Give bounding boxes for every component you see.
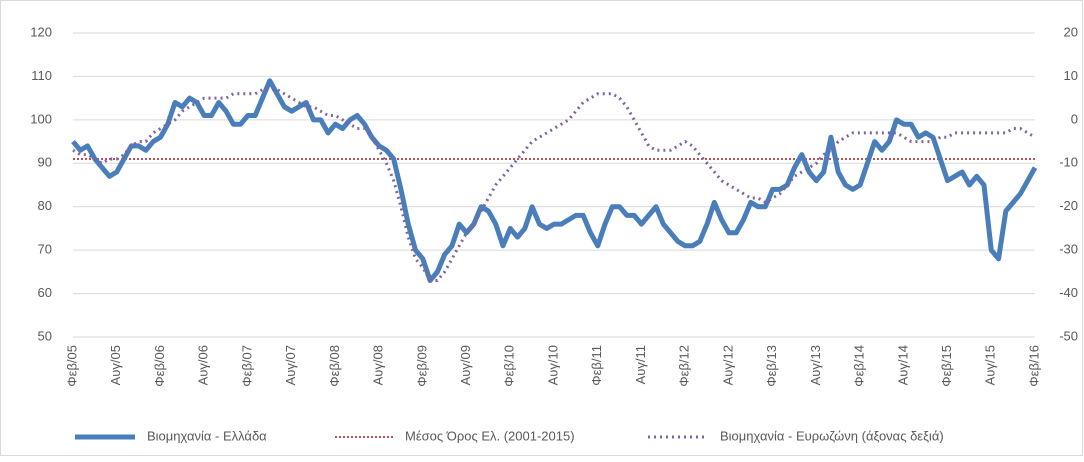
x-tick-label: Φεβ/09 <box>414 345 429 387</box>
y-tick-label: 100 <box>30 111 52 126</box>
x-tick-label: Φεβ/08 <box>327 345 342 387</box>
y-tick-label: 110 <box>31 68 52 83</box>
y2-tick-label: -50 <box>1059 328 1078 343</box>
x-tick-label: Αυγ/07 <box>283 345 298 385</box>
x-tick-label: Φεβ/13 <box>764 345 779 387</box>
x-tick-label: Αυγ/06 <box>196 345 211 385</box>
x-tick-label: Φεβ/10 <box>502 345 517 387</box>
y2-tick-label: 20 <box>1064 24 1078 39</box>
y-tick-label: 90 <box>38 155 52 170</box>
x-tick-label: Αυγ/05 <box>108 345 123 385</box>
y2-tick-label: 0 <box>1071 111 1078 126</box>
y2-tick-label: 10 <box>1064 68 1078 83</box>
x-tick-label: Φεβ/14 <box>852 345 867 387</box>
x-tick-label: Αυγ/11 <box>633 345 648 384</box>
y-tick-label: 80 <box>38 198 52 213</box>
x-tick-label: Φεβ/15 <box>939 345 954 387</box>
x-tick-label: Φεβ/16 <box>1026 345 1041 387</box>
x-tick-label: Αυγ/12 <box>720 345 735 385</box>
y-tick-label: 60 <box>38 285 52 300</box>
x-tick-label: Φεβ/05 <box>64 345 79 387</box>
y2-tick-label: -20 <box>1059 198 1078 213</box>
x-tick-label: Αυγ/15 <box>983 345 998 385</box>
y-tick-label: 50 <box>38 328 52 343</box>
x-tick-label: Φεβ/06 <box>152 345 167 387</box>
x-tick-label: Φεβ/11 <box>589 345 604 386</box>
legend-label: Βιομηχανία - Ευρωζώνη (άξονας δεξιά) <box>720 428 944 443</box>
y-tick-label: 120 <box>30 24 52 39</box>
x-tick-label: Αυγ/13 <box>808 345 823 385</box>
x-tick-label: Φεβ/07 <box>239 345 254 387</box>
legend-label: Βιομηχανία - Ελλάδα <box>147 428 267 443</box>
x-tick-label: Αυγ/14 <box>895 345 910 385</box>
x-tick-label: Αυγ/09 <box>458 345 473 385</box>
y2-tick-label: -30 <box>1059 242 1078 257</box>
y2-tick-label: -40 <box>1059 285 1078 300</box>
y-tick-label: 70 <box>38 242 52 257</box>
legend-label: Μέσος Όρος Ελ. (2001-2015) <box>405 428 575 443</box>
x-tick-label: Αυγ/10 <box>545 345 560 385</box>
y2-tick-label: -10 <box>1059 155 1078 170</box>
x-tick-label: Αυγ/08 <box>371 345 386 385</box>
x-tick-label: Φεβ/12 <box>677 345 692 387</box>
series-line <box>71 78 1038 284</box>
